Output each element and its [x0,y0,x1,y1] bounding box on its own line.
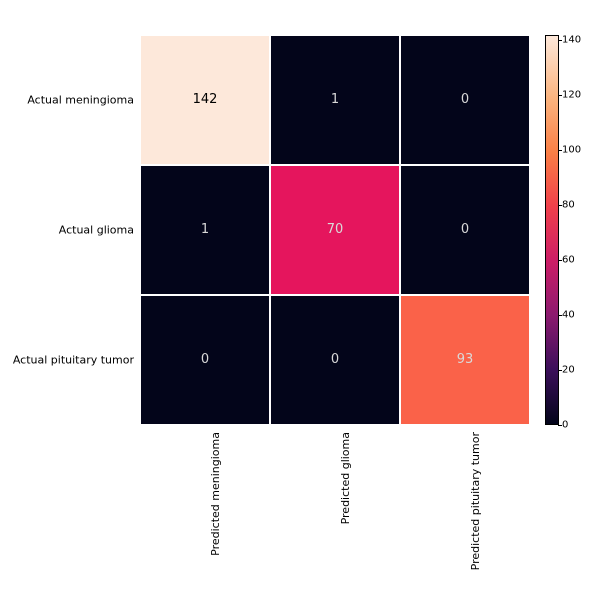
colorbar-tick-label: 0 [562,420,568,431]
heatmap-cell: 1 [140,165,270,295]
colorbar [545,35,559,425]
heatmap-row: 1 70 0 [140,165,530,295]
colorbar-gradient [545,35,559,425]
heatmap-cell: 1 [270,35,400,165]
figure-canvas: 142 1 0 1 70 0 0 0 93 Actual meningioma … [0,0,600,599]
x-tick-label: Predicted pituitary tumor [469,294,482,432]
heatmap-cell: 70 [270,165,400,295]
y-tick-label: Actual glioma [59,224,134,237]
heatmap-cell: 0 [400,165,530,295]
y-tick-label: Actual meningioma [27,94,134,107]
y-tick-label: Actual pituitary tumor [13,354,134,367]
heatmap-cell: 0 [140,295,270,425]
heatmap-cell: 93 [400,295,530,425]
colorbar-tick-label: 120 [562,90,581,101]
colorbar-tick-label: 40 [562,310,575,321]
x-tick-label: Predicted glioma [339,340,352,432]
colorbar-tick-label: 100 [562,145,581,156]
colorbar-tick-label: 140 [562,35,581,46]
colorbar-tick-label: 80 [562,200,575,211]
x-tick-label: Predicted meningioma [209,308,222,432]
heatmap-cell: 0 [270,295,400,425]
colorbar-tick-label: 60 [562,255,575,266]
heatmap-cell: 142 [140,35,270,165]
heatmap-row: 142 1 0 [140,35,530,165]
heatmap-cell: 0 [400,35,530,165]
colorbar-tick-label: 20 [562,365,575,376]
